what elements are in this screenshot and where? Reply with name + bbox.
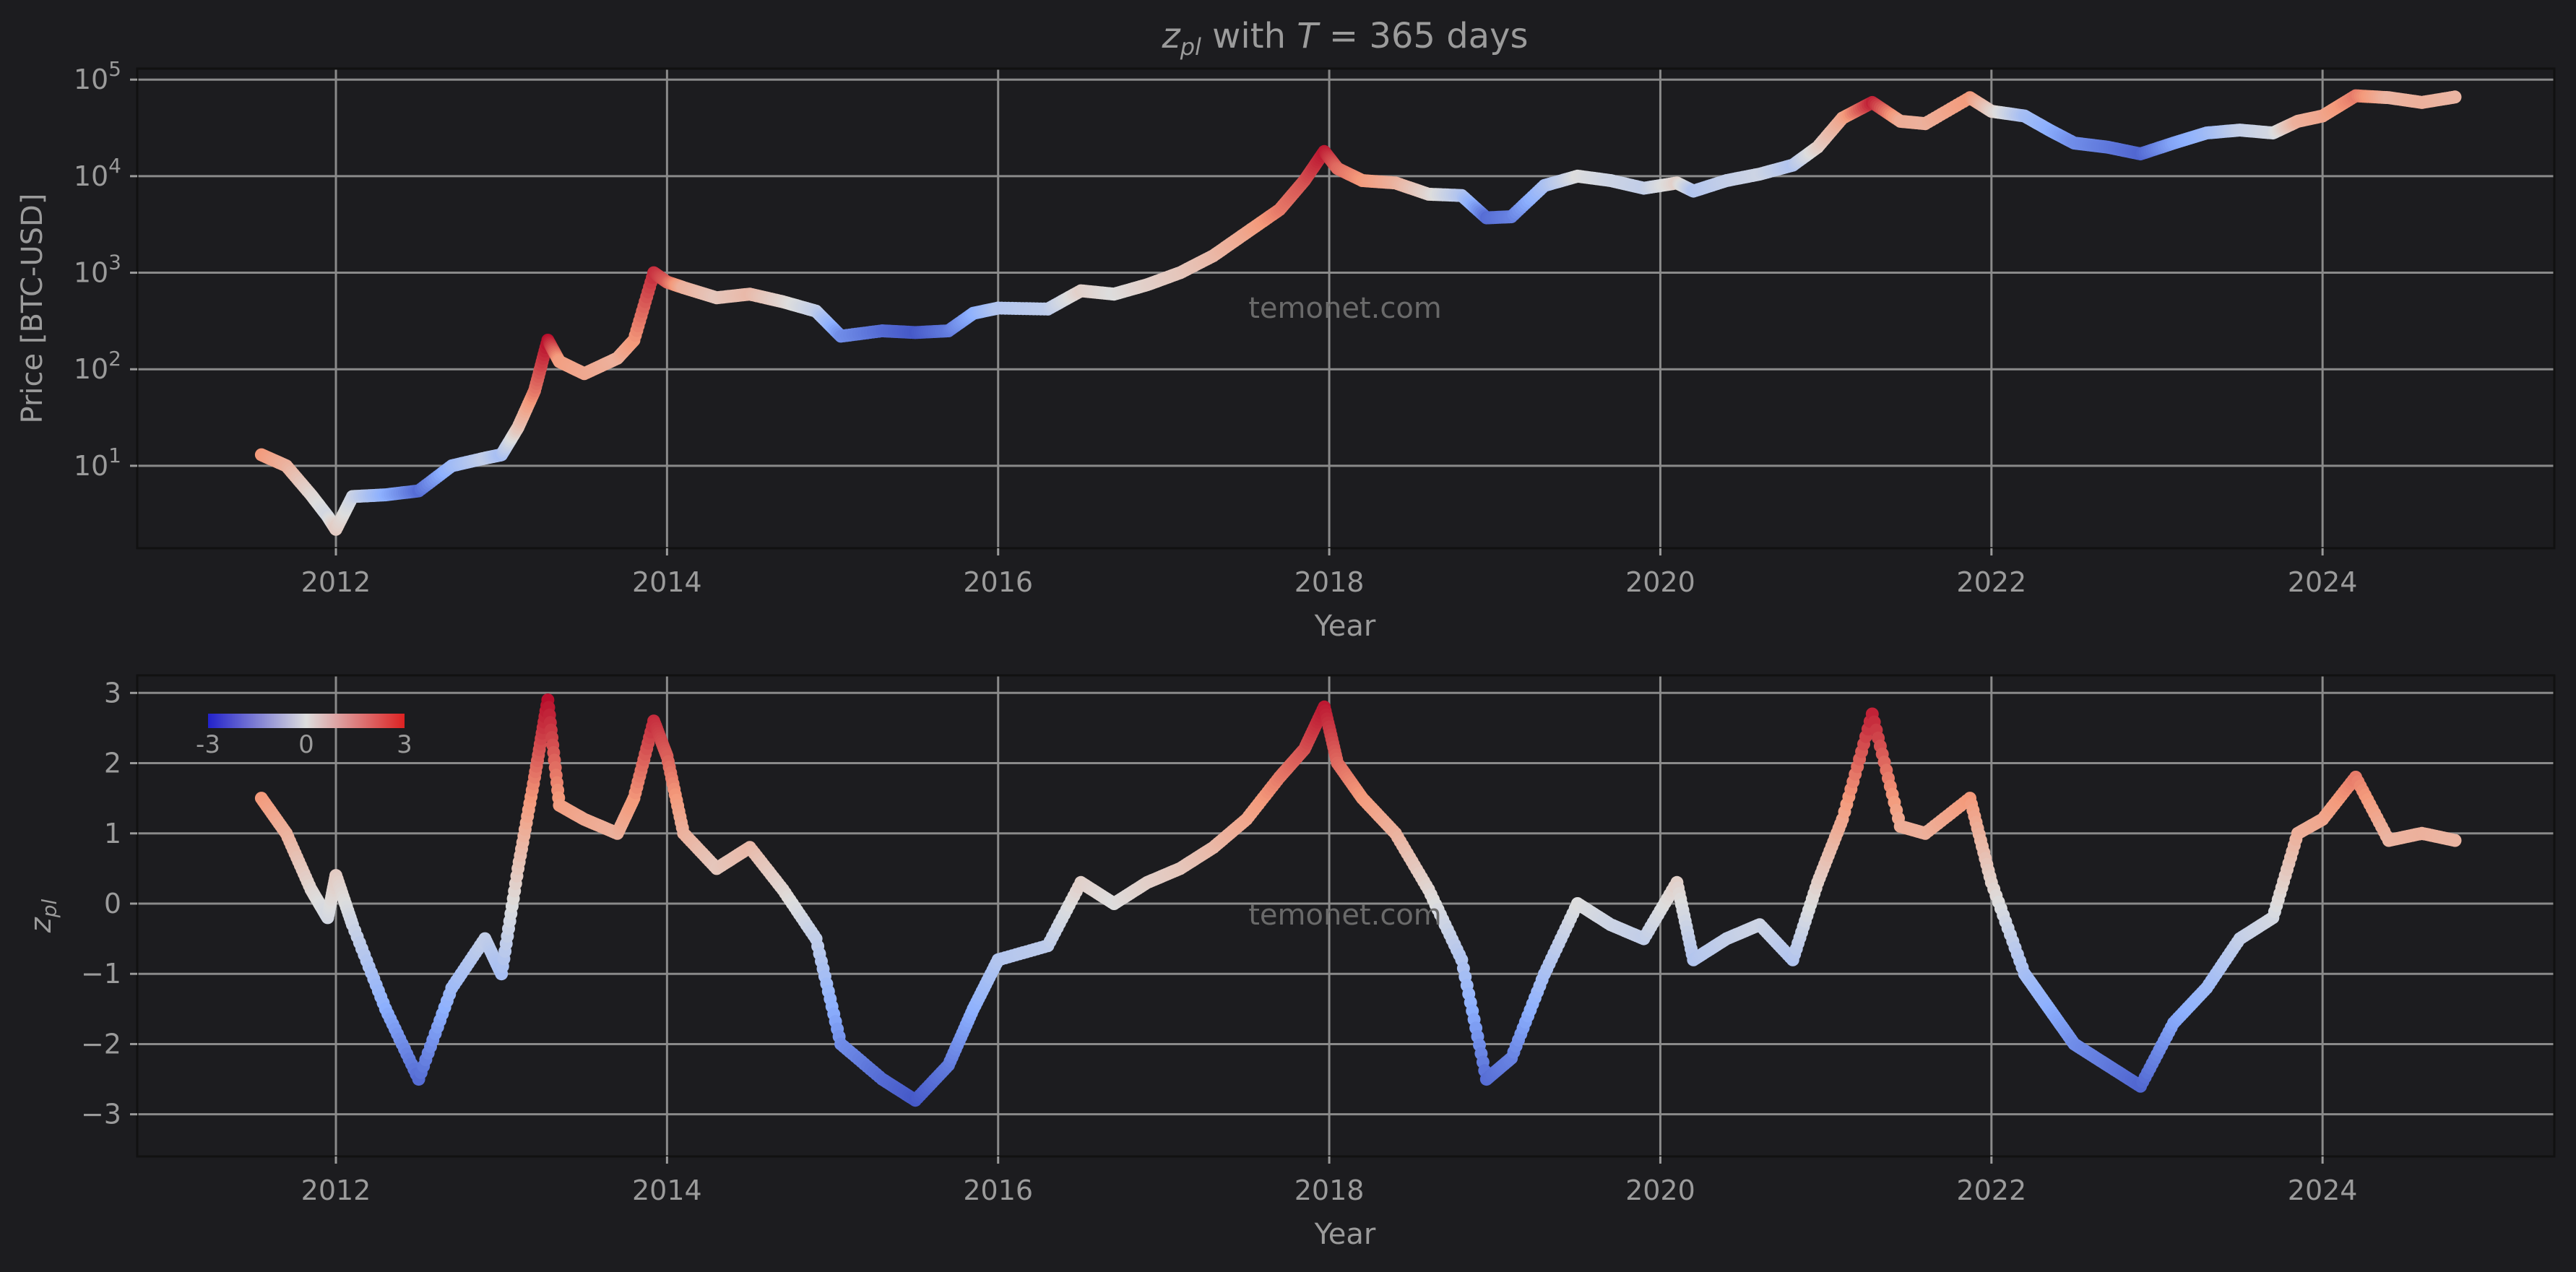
- z-watermark: temonet.com: [1248, 899, 1442, 932]
- bot-x-tick-label: 2022: [1956, 1174, 2026, 1206]
- price-y-ticks: 101 102 103 104 105: [74, 57, 137, 482]
- price-x-ticks: 2012 2014 2016 2018 2020 2022 2024: [301, 548, 2358, 598]
- bot-x-tick-label: 2018: [1295, 1174, 1365, 1206]
- top-x-tick-label: 2016: [963, 566, 1033, 598]
- bot-y-tick-label: 3: [104, 677, 121, 709]
- z-x-ticks: 2012 2014 2016 2018 2020 2022 2024: [301, 1156, 2358, 1206]
- bot-x-tick-label: 2012: [301, 1174, 371, 1206]
- top-x-tick-label: 2012: [301, 566, 371, 598]
- z-y-axis-label: zpl: [25, 899, 61, 934]
- z-y-ticks: 3 2 1 0 −1 −2 −3: [81, 677, 137, 1130]
- bot-y-tick-label: 0: [104, 888, 121, 920]
- colorbar-label-max: 3: [397, 730, 412, 759]
- colorbar-gradient: [208, 714, 405, 728]
- price-panel: 2012 2014 2016 2018 2020 2022 2024 10110210310…: [16, 57, 2556, 643]
- top-x-tick-label: 2022: [1956, 566, 2026, 598]
- price-x-axis-label: Year: [1314, 610, 1376, 643]
- colorbar-label-mid: 0: [298, 730, 314, 759]
- bot-x-tick-label: 2016: [963, 1174, 1033, 1206]
- top-x-tick-label: 2024: [2288, 566, 2358, 598]
- price-watermark: temonet.com: [1248, 292, 1442, 325]
- z-panel: 2012 2014 2016 2018 2020 2022 2024 3210−1−2−3 …: [25, 674, 2556, 1251]
- price-points: [254, 89, 2462, 536]
- bot-y-tick-label: −3: [81, 1099, 121, 1130]
- bot-y-tick-label: −2: [81, 1028, 121, 1060]
- top-x-tick-label: 2018: [1295, 566, 1365, 598]
- z-plot-frame: [136, 674, 2556, 1158]
- bot-y-tick-label: −1: [81, 958, 121, 990]
- price-plot-frame: [136, 67, 2556, 550]
- bot-y-tick-label: 2: [104, 748, 121, 779]
- bot-x-tick-label: 2020: [1625, 1174, 1695, 1206]
- top-y-tick-label: 101: [74, 444, 121, 482]
- bot-x-tick-label: 2014: [632, 1174, 702, 1206]
- bot-y-tick-label: 1: [104, 818, 121, 849]
- top-y-tick-label: 103: [74, 251, 121, 289]
- chart-title: zpl with T = 365 days: [1162, 16, 1529, 61]
- bot-data-point: [2448, 834, 2462, 847]
- colorbar-label-min: -3: [196, 730, 220, 759]
- top-data-point: [2448, 90, 2462, 104]
- top-y-tick-label: 102: [74, 347, 121, 385]
- price-y-axis-label: Price [BTC-USD]: [16, 194, 49, 424]
- top-x-tick-label: 2020: [1625, 566, 1695, 598]
- top-x-tick-label: 2014: [632, 566, 702, 598]
- bot-x-tick-label: 2024: [2288, 1174, 2358, 1206]
- top-y-tick-label: 105: [74, 57, 121, 95]
- colorbar: -3 0 3: [196, 714, 412, 759]
- z-points: [254, 693, 2462, 1107]
- top-y-tick-label: 104: [74, 154, 121, 192]
- z-x-axis-label: Year: [1314, 1218, 1376, 1251]
